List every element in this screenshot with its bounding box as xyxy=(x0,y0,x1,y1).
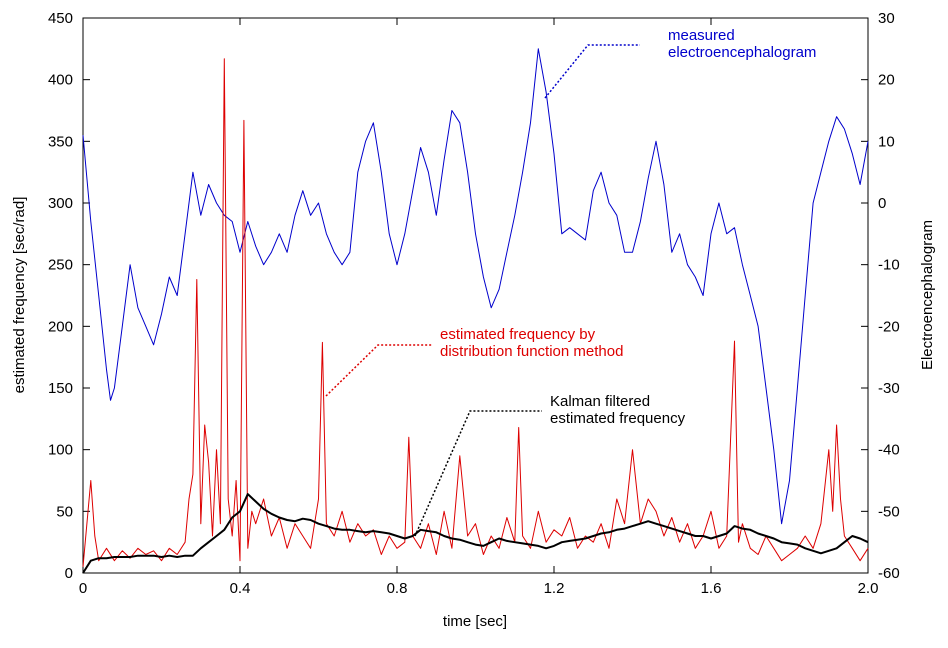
distribution-annotation-text: estimated frequency by xyxy=(440,326,596,343)
y-right-tick-label: 10 xyxy=(878,133,895,150)
eeg-line xyxy=(82,48,869,525)
y-right-tick-label: -20 xyxy=(878,318,900,335)
y-left-tick-label: 400 xyxy=(48,72,73,89)
y-left-tick-label: 150 xyxy=(48,380,73,397)
x-tick-label: 1.2 xyxy=(544,580,565,597)
y-axis-label-left: estimated frequency [sec/rad] xyxy=(11,197,28,394)
y-left-tick-label: 250 xyxy=(48,257,73,274)
y-left-tick-label: 300 xyxy=(48,195,73,212)
x-axis-label: time [sec] xyxy=(443,613,507,630)
y-left-tick-label: 200 xyxy=(48,318,73,335)
y-left-tick-label: 100 xyxy=(48,442,73,459)
distribution-frequency-line xyxy=(82,58,869,567)
kalman-annotation-text: estimated frequency xyxy=(550,410,686,427)
eeg-annotation-text: measured xyxy=(668,27,735,44)
kalman-annotation-text: Kalman filtered xyxy=(550,393,650,410)
y-left-tick-label: 50 xyxy=(56,503,73,520)
y-right-tick-label: -50 xyxy=(878,503,900,520)
y-axis-label-right: Electroencephalogram xyxy=(919,220,936,370)
distribution-annotation-text: distribution function method xyxy=(440,343,623,360)
ticks: 0 0.4 0.8 1.2 1.6 2.0050100150200250300350400… xyxy=(48,10,900,597)
y-right-tick-label: 20 xyxy=(878,72,895,89)
series-group xyxy=(82,48,869,574)
plot-frame xyxy=(82,17,869,574)
y-right-tick-label: 0 xyxy=(878,195,886,212)
y-left-tick-label: 350 xyxy=(48,133,73,150)
y-right-tick-label: -40 xyxy=(878,442,900,459)
y-left-tick-label: 0 xyxy=(65,565,73,582)
y-right-tick-label: -10 xyxy=(878,257,900,274)
x-tick-label: 0.8 xyxy=(387,580,408,597)
x-tick-label: 2.0 xyxy=(858,580,879,597)
x-tick-label: 0 xyxy=(79,580,87,597)
eeg-annotation-leader xyxy=(544,44,640,99)
x-tick-label: 0.4 xyxy=(230,580,251,597)
eeg-annotation-text: electroencephalogram xyxy=(668,44,816,61)
y-right-tick-label: 30 xyxy=(878,10,895,27)
kalman-frequency-line xyxy=(82,493,869,574)
kalman-annotation-leader xyxy=(414,410,542,537)
y-left-tick-label: 450 xyxy=(48,10,73,27)
x-tick-label: 1.6 xyxy=(701,580,722,597)
y-right-tick-label: -30 xyxy=(878,380,900,397)
y-right-tick-label: -60 xyxy=(878,565,900,582)
distribution-annotation-leader xyxy=(325,344,432,397)
